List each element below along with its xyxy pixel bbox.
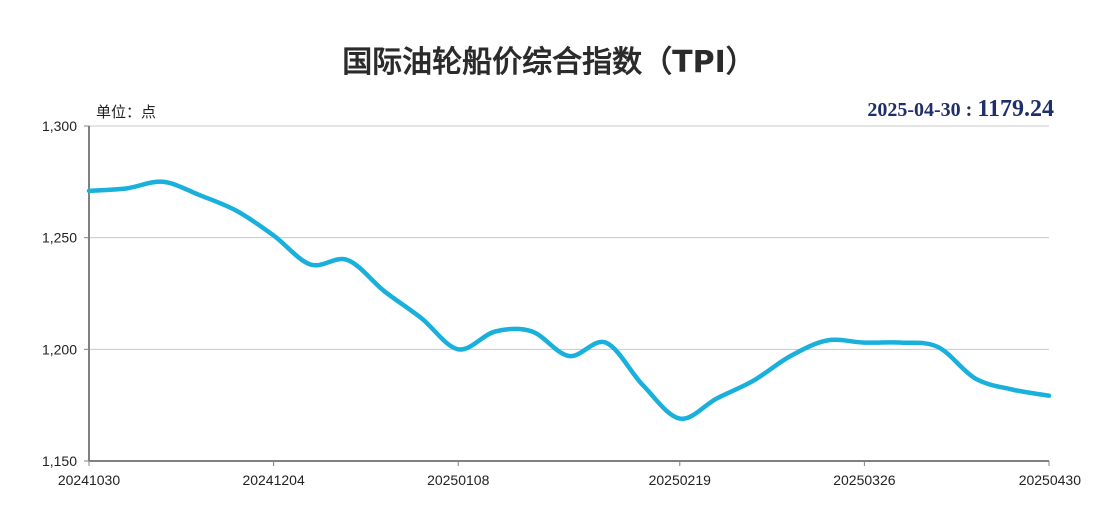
data-point [235, 209, 239, 213]
latest-separator: : [961, 99, 978, 121]
data-point [198, 193, 202, 197]
data-point [973, 376, 977, 380]
latest-readout: 2025-04-30 : 1179.24 [867, 96, 1054, 122]
chart-title: 国际油轮船价综合指数（TPI） [342, 45, 756, 80]
data-point [1047, 394, 1051, 398]
data-point [456, 347, 460, 351]
data-point [641, 383, 645, 387]
x-tick-label: 20250326 [833, 472, 896, 488]
series-layer [86, 179, 1052, 421]
x-tick-label: 20250219 [649, 472, 712, 488]
latest-value: 1179.24 [977, 96, 1054, 122]
data-point [493, 329, 497, 333]
data-point [345, 258, 349, 262]
data-point [678, 416, 682, 420]
y-tick-label: 1,200 [42, 341, 77, 357]
data-point [87, 189, 91, 193]
data-point [788, 354, 792, 358]
unit-label: 单位：点 [96, 103, 156, 121]
data-point [567, 354, 571, 358]
data-point [161, 180, 165, 184]
data-point [604, 340, 608, 344]
series-line [86, 179, 1052, 421]
data-point [271, 233, 275, 237]
y-tick-label: 1,250 [42, 230, 77, 246]
data-point [530, 329, 534, 333]
data-point [1010, 387, 1014, 391]
y-axis-ticks: 1,300 1,250 1,200 1,150 [42, 118, 89, 469]
x-axis-ticks: 20241030 20241204 20250108 20250219 20250326… [58, 461, 1081, 488]
data-point [419, 316, 423, 320]
data-point [715, 396, 719, 400]
data-point [308, 262, 312, 266]
data-point [936, 345, 940, 349]
data-point [899, 340, 903, 344]
data-point [751, 378, 755, 382]
data-point [862, 340, 866, 344]
y-tick-label: 1,150 [42, 453, 77, 469]
axes [88, 126, 1049, 462]
x-tick-label: 20241204 [242, 472, 305, 488]
x-tick-label: 20250108 [427, 472, 490, 488]
data-point [825, 338, 829, 342]
y-tick-label: 1,300 [42, 118, 77, 134]
latest-date: 2025-04-30 [867, 99, 960, 121]
data-point [382, 289, 386, 293]
x-tick-label: 20241030 [58, 472, 121, 488]
gridlines [89, 125, 1049, 350]
data-point [124, 186, 128, 190]
x-tick-label: 20250430 [1019, 472, 1082, 488]
